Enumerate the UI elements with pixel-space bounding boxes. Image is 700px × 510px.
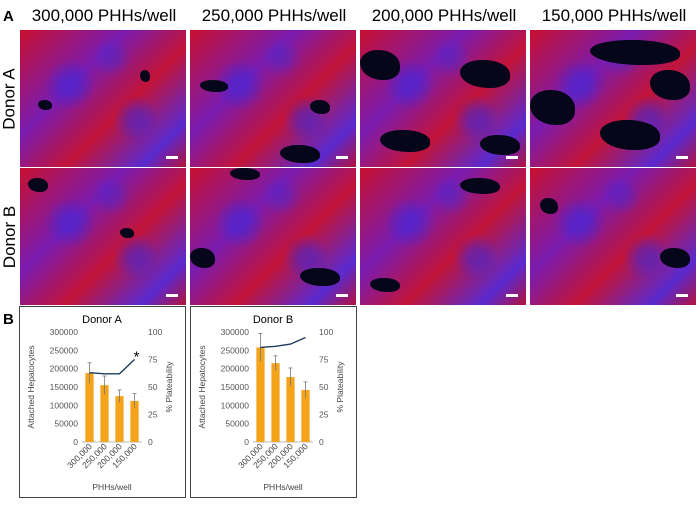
y2-tick-label: 100 [319,327,333,337]
scale-bar [676,156,688,159]
micrograph-donor-a-250k [190,30,356,167]
y2-tick-label: 50 [148,382,158,392]
y-tick-label: 250000 [50,345,79,355]
y2-tick-label: 50 [319,382,329,392]
scale-bar [506,294,518,297]
scale-bar [166,156,178,159]
bar [85,373,94,442]
x-axis-label: PHHs/well [92,482,131,492]
y-tick-label: 250000 [221,345,250,355]
row-label-donor-a: Donor A [0,67,19,130]
y-tick-label: 200000 [50,364,79,374]
y2-tick-label: 25 [319,410,329,420]
y2-axis-label: % Plateability [164,361,174,413]
y-axis-label: Attached Hepatocytes [26,345,36,428]
y-tick-label: 100000 [50,400,79,410]
bar [130,400,139,442]
scale-bar [166,294,178,297]
bar [301,389,310,442]
plateability-line [260,336,306,349]
chart-donor-b-box: Donor B 0 50000 100000 150000 200000 250000 300… [190,306,357,498]
bar [286,377,295,442]
column-header-250k: 250,000 PHHs/well [201,6,347,25]
y-tick-label: 0 [244,437,249,447]
column-header-150k: 150,000 PHHs/well [541,6,687,25]
scale-bar [336,156,348,159]
y2-tick-label: 75 [319,355,329,365]
chart-donor-b: Donor B 0 50000 100000 150000 200000 250000 300… [197,314,345,492]
y-tick-label: 300000 [221,327,250,337]
chart-donor-a: Donor A 0 50000 100000 150000 200000 250000 300… [26,314,174,492]
y-tick-label: 300000 [50,327,79,337]
micrograph-donor-a-300k [20,30,186,167]
bar [271,363,280,442]
micrograph-donor-a-150k [530,30,696,167]
column-header-300k: 300,000 PHHs/well [31,6,177,25]
scale-bar [676,294,688,297]
y2-tick-label: 25 [148,410,158,420]
y-tick-label: 200000 [221,364,250,374]
micrograph-donor-a-200k [360,30,526,167]
x-axis-label: PHHs/well [263,482,302,492]
y-tick-label: 50000 [54,419,78,429]
y-axis-label: Attached Hepatocytes [197,345,207,428]
y2-tick-label: 0 [148,437,153,447]
y2-axis-label: % Plateability [335,361,345,413]
y-tick-label: 150000 [50,382,79,392]
panel-letter-a: A [3,8,14,25]
micrograph-donor-b-200k [360,168,526,305]
chart-donor-a-box: Donor A 0 50000 100000 150000 200000 250000 300… [19,306,186,498]
y-tick-label: 150000 [221,382,250,392]
scale-bar [506,156,518,159]
chart-title: Donor B [253,314,293,326]
bar [100,385,109,442]
significance-marker: * [134,349,140,366]
micrograph-donor-b-150k [530,168,696,305]
y2-tick-label: 0 [319,437,324,447]
y2-tick-label: 75 [148,355,158,365]
micrograph-donor-b-250k [190,168,356,305]
y2-tick-label: 100 [148,327,162,337]
chart-title: Donor A [82,314,122,326]
micrograph-donor-b-300k [20,168,186,305]
bar [115,396,124,442]
bar [256,347,265,442]
column-header-200k: 200,000 PHHs/well [371,6,517,25]
row-label-donor-b: Donor B [0,205,19,268]
panel-letter-b: B [3,311,14,328]
y-tick-label: 0 [73,437,78,447]
scale-bar [336,294,348,297]
y-tick-label: 50000 [225,419,249,429]
plateability-line [89,358,135,375]
y-tick-label: 100000 [221,400,250,410]
